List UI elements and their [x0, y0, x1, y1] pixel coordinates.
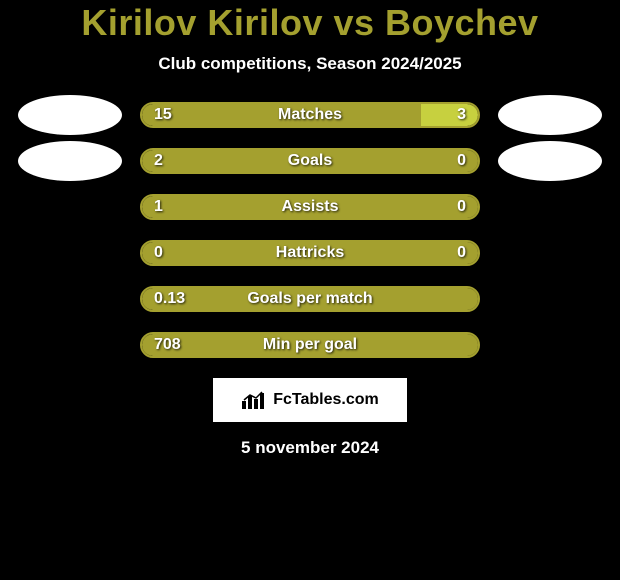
player-avatar-right [498, 141, 602, 181]
stat-bar: 0.13 Goals per match [140, 286, 480, 312]
stat-bars: 15 Matches 3 2 Goals 0 1 Assists 0 0 Hattricks 0 0.1… [0, 102, 620, 358]
stat-label: Assists [282, 198, 339, 216]
source-label: FcTables.com [273, 391, 379, 409]
player-avatar-right [498, 95, 602, 135]
avatar-spacer [18, 194, 122, 220]
barchart-icon [241, 391, 267, 409]
stat-row: 2 Goals 0 [0, 148, 620, 174]
stat-bar: 15 Matches 3 [140, 102, 480, 128]
stat-value-left: 0 [154, 244, 163, 262]
comparison-card: Kirilov Kirilov vs Boychev Club competit… [0, 0, 620, 458]
stat-bar: 0 Hattricks 0 [140, 240, 480, 266]
stat-label: Hattricks [276, 244, 344, 262]
stat-value-left: 15 [154, 106, 172, 124]
source-badge[interactable]: FcTables.com [213, 378, 407, 422]
stat-bar: 2 Goals 0 [140, 148, 480, 174]
stat-row: 15 Matches 3 [0, 102, 620, 128]
stat-label: Min per goal [263, 336, 357, 354]
stat-value-right: 0 [457, 152, 466, 170]
stat-row: 708 Min per goal [0, 332, 620, 358]
footer-date: 5 november 2024 [0, 438, 620, 458]
avatar-spacer [498, 332, 602, 358]
avatar-spacer [498, 286, 602, 312]
stat-value-left: 708 [154, 336, 181, 354]
stat-label: Goals per match [247, 290, 372, 308]
stat-bar: 1 Assists 0 [140, 194, 480, 220]
avatar-spacer [18, 332, 122, 358]
avatar-spacer [498, 240, 602, 266]
stat-value-left: 2 [154, 152, 163, 170]
stat-row: 0.13 Goals per match [0, 286, 620, 312]
stat-value-left: 0.13 [154, 290, 185, 308]
stat-value-left: 1 [154, 198, 163, 216]
avatar-spacer [498, 194, 602, 220]
stat-row: 0 Hattricks 0 [0, 240, 620, 266]
bar-segment-right [421, 104, 478, 126]
stat-value-right: 0 [457, 244, 466, 262]
player-avatar-left [18, 141, 122, 181]
page-title: Kirilov Kirilov vs Boychev [0, 2, 620, 44]
stat-bar: 708 Min per goal [140, 332, 480, 358]
avatar-spacer [18, 286, 122, 312]
stat-value-right: 0 [457, 198, 466, 216]
stat-value-right: 3 [457, 106, 466, 124]
stat-label: Goals [288, 152, 332, 170]
stat-row: 1 Assists 0 [0, 194, 620, 220]
page-subtitle: Club competitions, Season 2024/2025 [0, 54, 620, 74]
avatar-spacer [18, 240, 122, 266]
stat-label: Matches [278, 106, 342, 124]
player-avatar-left [18, 95, 122, 135]
